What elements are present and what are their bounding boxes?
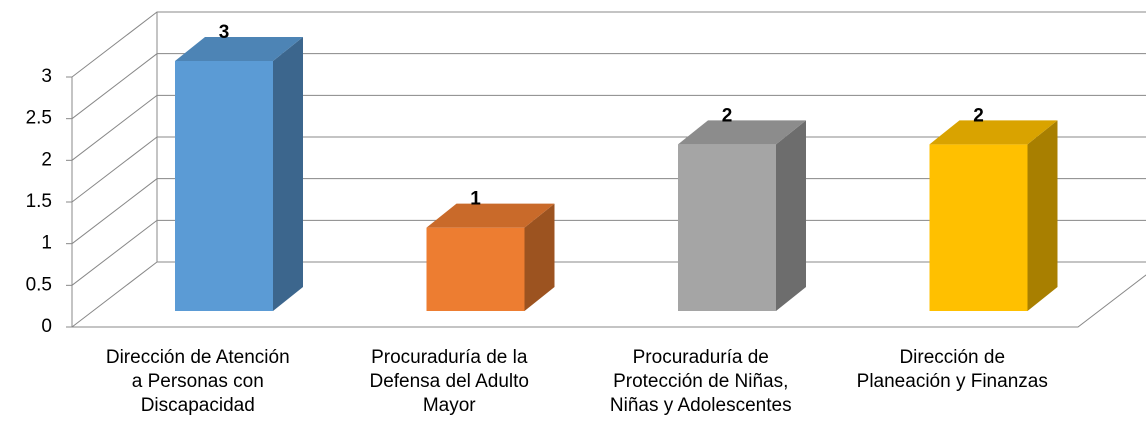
x-tick-label: Dirección de Atención a Personas con Dis… xyxy=(105,347,290,416)
x-tick-label: Procuraduría de Protección de Niñas, Niñ… xyxy=(609,347,792,416)
bar-top xyxy=(426,203,555,228)
y-tick-label: 0.5 xyxy=(26,274,52,295)
y-tick-label: 2.5 xyxy=(26,108,52,129)
data-label: 2 xyxy=(973,105,984,126)
bar-front xyxy=(678,144,776,311)
data-label: 2 xyxy=(722,105,733,126)
y-tick-label: 1.5 xyxy=(26,191,52,212)
bar-top xyxy=(175,37,303,61)
x-tick-label: Dirección de Planeación y Finanzas xyxy=(856,347,1048,392)
floor-edge xyxy=(72,274,1146,328)
bar-side xyxy=(1027,120,1058,311)
data-label: 3 xyxy=(219,22,230,43)
data-label: 1 xyxy=(470,189,481,210)
grid-line xyxy=(71,219,1146,286)
grid-line xyxy=(71,178,1146,245)
bar-front xyxy=(175,61,273,311)
y-tick-label: 1 xyxy=(41,233,52,254)
x-tick-label: Procuraduría de la Defensa del Adulto Ma… xyxy=(369,347,529,416)
bar-side xyxy=(524,203,555,311)
grid-line xyxy=(71,53,1146,120)
grid-line xyxy=(71,136,1146,203)
bar-side xyxy=(273,37,303,311)
bar-side xyxy=(776,120,806,311)
bar-front xyxy=(426,227,525,311)
bar-top xyxy=(678,120,806,145)
y-tick-label: 3 xyxy=(41,66,52,87)
grid-line xyxy=(71,94,1146,161)
bar-top xyxy=(929,120,1058,145)
y-tick-label: 2 xyxy=(41,149,52,170)
grid-line xyxy=(71,261,1146,328)
grid-line xyxy=(71,11,1146,78)
y-tick-label: 0 xyxy=(41,316,52,337)
bar-front xyxy=(929,144,1028,311)
